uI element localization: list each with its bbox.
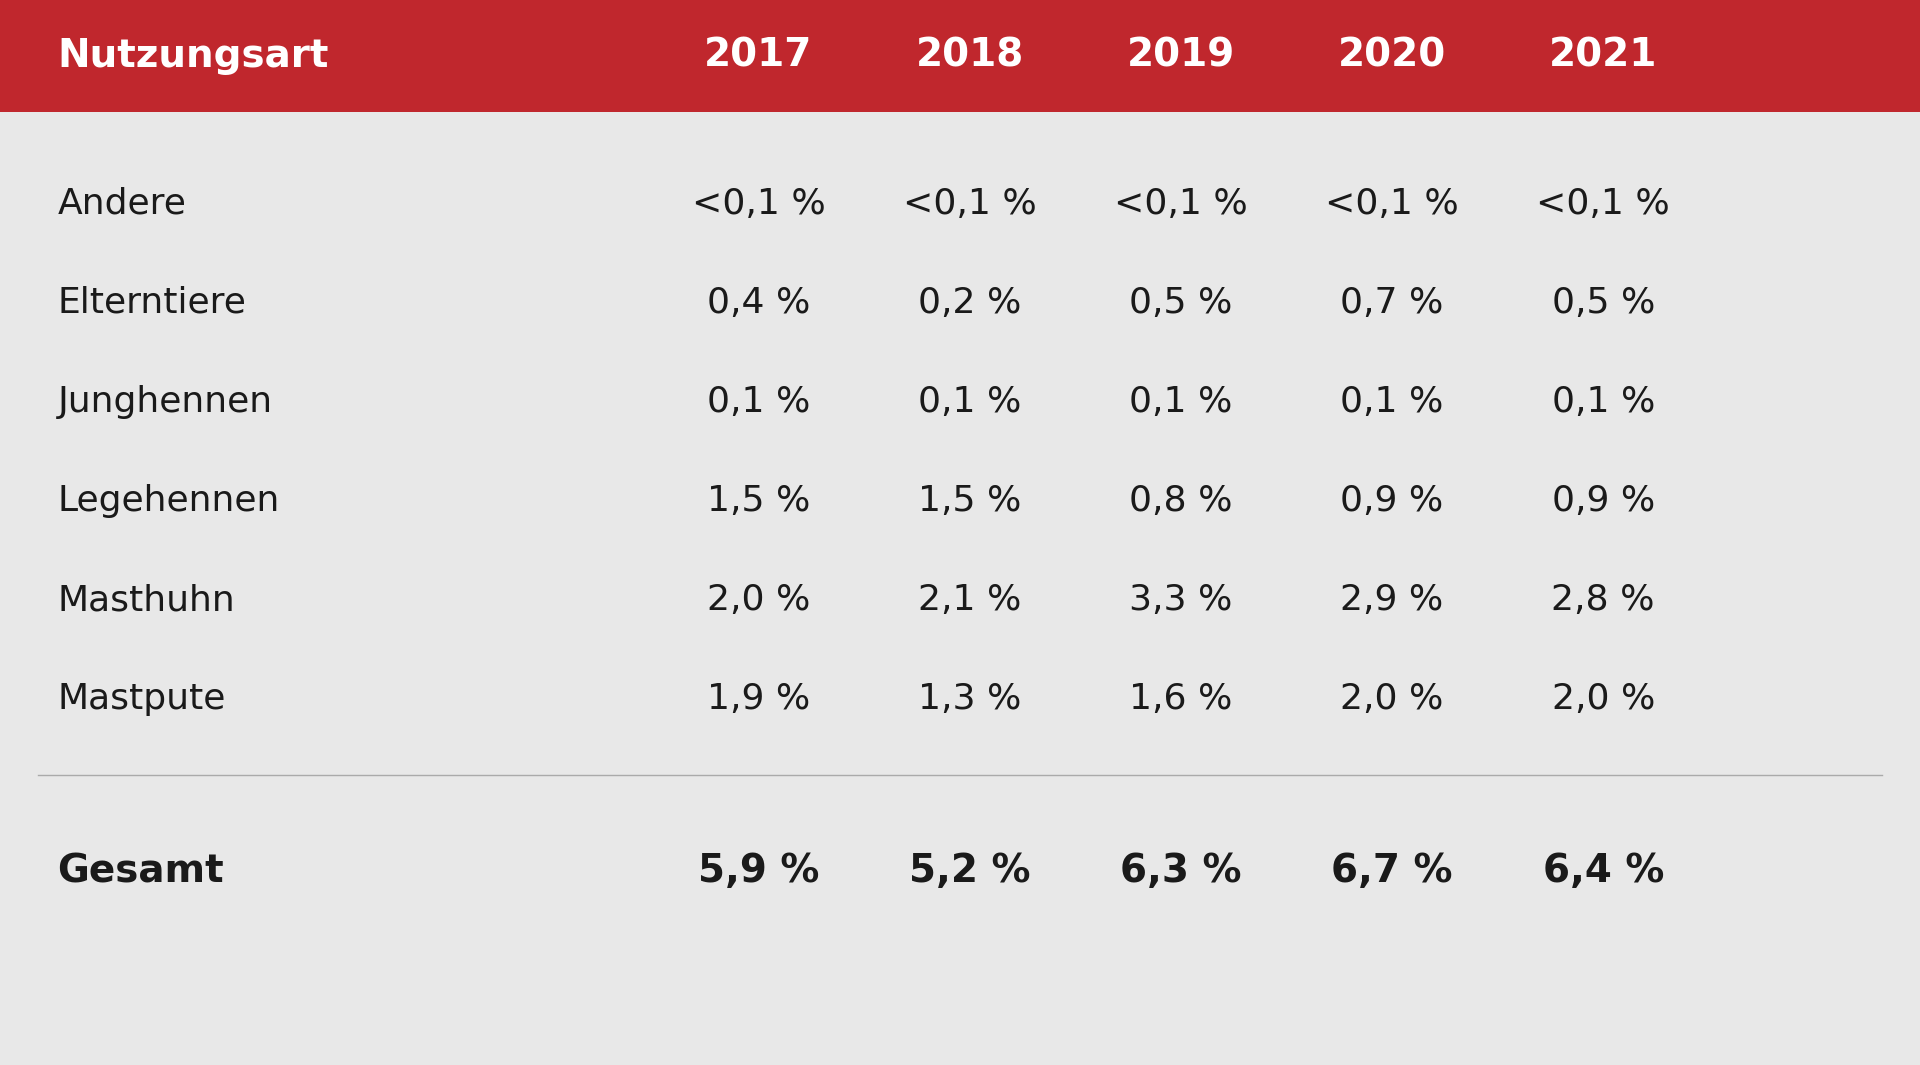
- Text: 0,1 %: 0,1 %: [1551, 386, 1655, 419]
- Text: 2,1 %: 2,1 %: [918, 584, 1021, 617]
- Text: Legehennen: Legehennen: [58, 485, 280, 518]
- Text: Gesamt: Gesamt: [58, 852, 225, 890]
- Text: Andere: Andere: [58, 187, 186, 220]
- Text: 0,7 %: 0,7 %: [1340, 286, 1444, 320]
- Text: <0,1 %: <0,1 %: [1114, 187, 1248, 220]
- Text: 0,2 %: 0,2 %: [918, 286, 1021, 320]
- Text: 2,8 %: 2,8 %: [1551, 584, 1655, 617]
- Text: 2019: 2019: [1127, 37, 1235, 75]
- Text: 0,5 %: 0,5 %: [1129, 286, 1233, 320]
- Text: 0,8 %: 0,8 %: [1129, 485, 1233, 518]
- FancyBboxPatch shape: [0, 0, 1920, 112]
- Text: 0,5 %: 0,5 %: [1551, 286, 1655, 320]
- Text: 2,9 %: 2,9 %: [1340, 584, 1444, 617]
- Text: 1,9 %: 1,9 %: [707, 683, 810, 716]
- Text: 2020: 2020: [1338, 37, 1446, 75]
- Text: 2017: 2017: [705, 37, 812, 75]
- Text: 0,1 %: 0,1 %: [918, 386, 1021, 419]
- Text: <0,1 %: <0,1 %: [1536, 187, 1670, 220]
- Text: 2,0 %: 2,0 %: [1551, 683, 1655, 716]
- Text: 1,5 %: 1,5 %: [918, 485, 1021, 518]
- Text: Masthuhn: Masthuhn: [58, 584, 236, 617]
- Text: 6,7 %: 6,7 %: [1331, 852, 1453, 890]
- Text: Mastpute: Mastpute: [58, 683, 227, 716]
- Text: 5,9 %: 5,9 %: [697, 852, 820, 890]
- Text: Elterntiere: Elterntiere: [58, 286, 246, 320]
- Text: <0,1 %: <0,1 %: [691, 187, 826, 220]
- Text: 1,3 %: 1,3 %: [918, 683, 1021, 716]
- Text: 2,0 %: 2,0 %: [1340, 683, 1444, 716]
- Text: 2018: 2018: [916, 37, 1023, 75]
- Text: <0,1 %: <0,1 %: [1325, 187, 1459, 220]
- Text: 1,5 %: 1,5 %: [707, 485, 810, 518]
- Text: 2,0 %: 2,0 %: [707, 584, 810, 617]
- Text: 0,1 %: 0,1 %: [1129, 386, 1233, 419]
- Text: <0,1 %: <0,1 %: [902, 187, 1037, 220]
- Text: 1,6 %: 1,6 %: [1129, 683, 1233, 716]
- Text: Nutzungsart: Nutzungsart: [58, 37, 328, 75]
- Text: 0,9 %: 0,9 %: [1340, 485, 1444, 518]
- Text: Junghennen: Junghennen: [58, 386, 273, 419]
- Text: 6,3 %: 6,3 %: [1119, 852, 1242, 890]
- Text: 0,4 %: 0,4 %: [707, 286, 810, 320]
- Text: 2021: 2021: [1549, 37, 1657, 75]
- Text: 0,1 %: 0,1 %: [707, 386, 810, 419]
- Text: 0,1 %: 0,1 %: [1340, 386, 1444, 419]
- Text: 5,2 %: 5,2 %: [908, 852, 1031, 890]
- Text: 6,4 %: 6,4 %: [1542, 852, 1665, 890]
- Text: 3,3 %: 3,3 %: [1129, 584, 1233, 617]
- Text: 0,9 %: 0,9 %: [1551, 485, 1655, 518]
